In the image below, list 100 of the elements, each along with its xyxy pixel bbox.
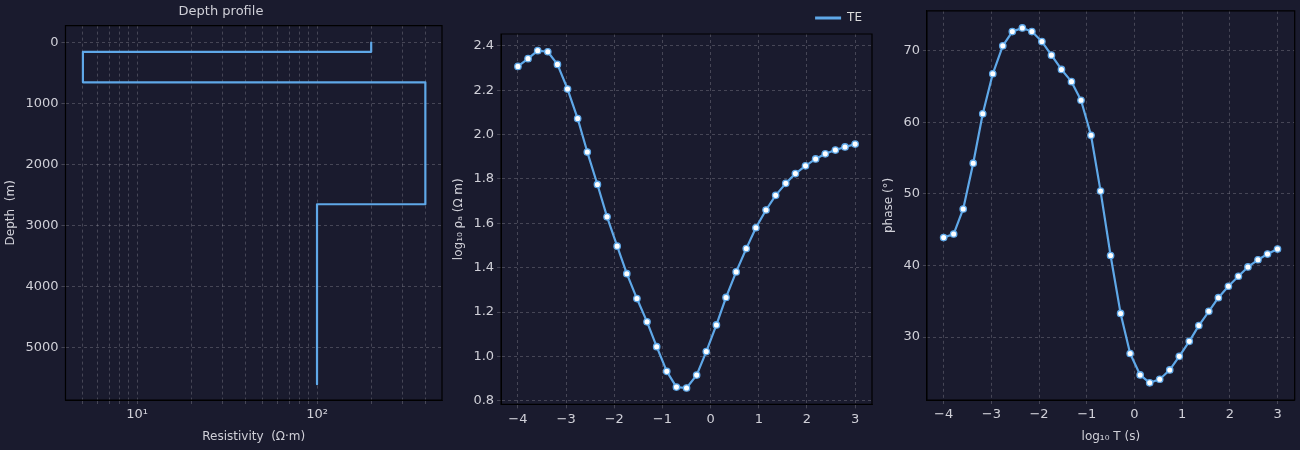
x-tick-label: 3 [851,410,860,426]
x-tick-label: 0 [706,410,715,426]
y-tick-label: 1.4 [473,259,495,275]
x-axis-title: Resistivity (Ω·m) [202,428,306,443]
point [811,155,820,163]
point [672,383,681,391]
point [662,367,671,376]
point [1057,65,1066,74]
point [682,384,691,392]
point [1136,371,1145,379]
point [1254,255,1262,264]
point [1126,349,1134,358]
x-tick-label: 3 [1273,406,1282,422]
point [1008,27,1017,36]
y-tick-label: 0.8 [473,392,495,408]
point [1273,245,1282,253]
point [1155,375,1164,384]
point [643,317,651,326]
y-tick-label: 2.0 [473,125,495,141]
point [1018,24,1027,32]
point [771,191,780,200]
point [821,149,830,158]
y-tick-label: 1.6 [473,214,495,230]
point [742,244,751,253]
point [553,60,562,69]
point [1145,378,1154,387]
point [1263,250,1272,258]
point [732,268,740,276]
point [583,148,592,156]
x-tick-label: 2 [802,410,812,426]
y-tick-label: 1000 [25,95,59,111]
legend-label: TE [846,10,863,25]
point [781,179,790,188]
point [988,69,997,78]
point [1028,27,1036,36]
y-tick-label: 2.4 [473,37,495,53]
y-tick-label: 3000 [25,216,59,232]
y-tick-label: 60 [903,113,920,129]
y-tick-label: 1.8 [473,170,495,186]
point [573,114,582,123]
point [851,140,859,148]
point [692,371,701,379]
x-tick-label: 10² [306,406,328,422]
y-tick-label: 4000 [25,277,59,293]
y-tick-label: 1.2 [473,303,495,319]
x-tick-label: 1 [754,410,763,426]
x-tick-label: 10¹ [126,406,148,422]
y-tick-label: 5000 [25,338,59,354]
chart-title: Depth profile [178,3,264,19]
point [998,42,1007,50]
y-tick-label: 1.0 [473,347,495,363]
point [1185,337,1194,346]
point [1077,96,1085,105]
point [1067,77,1076,86]
point [939,233,948,242]
x-tick-label: 2 [1225,406,1234,422]
y-tick-label: 70 [903,42,920,58]
point [633,294,641,303]
point [533,46,542,55]
point [1244,263,1252,271]
x-tick-label: −2 [1029,406,1049,422]
y-tick-label: 2.2 [473,81,495,97]
point [712,321,721,329]
point [1234,272,1243,281]
point [978,109,987,118]
point [543,47,552,56]
point [1204,307,1213,316]
point [1194,321,1203,330]
point [524,54,532,63]
point [622,269,631,278]
point [841,143,849,151]
point [762,206,770,214]
point [722,293,730,302]
point [1116,309,1125,318]
point [1038,37,1046,46]
x-tick-label: −4 [934,406,954,422]
point [652,342,661,351]
x-tick-label: −1 [652,410,673,426]
y-tick-label: 0 [50,34,59,50]
point [514,62,522,71]
y-axis-title: phase (°) [881,177,896,234]
point [563,85,572,93]
y-tick-label: 30 [903,328,920,344]
point [1087,131,1095,140]
x-tick-label: −2 [604,410,624,426]
point [752,223,760,232]
x-tick-label: −1 [1077,406,1097,422]
point [791,169,800,178]
point [1224,282,1233,291]
point [959,205,968,213]
point [1106,251,1115,260]
x-tick-label: −4 [508,410,528,426]
point [593,180,602,189]
point [1165,366,1174,374]
point [1214,293,1223,302]
point [831,146,840,154]
point [613,242,622,251]
x-tick-label: −3 [556,410,576,426]
point [1047,51,1056,60]
y-tick-label: 40 [903,256,920,272]
